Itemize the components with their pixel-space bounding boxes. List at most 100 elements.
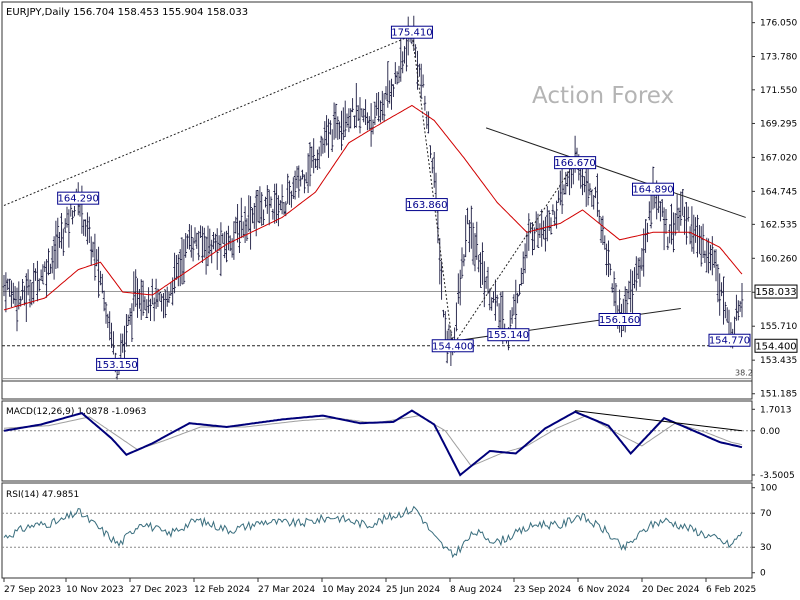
y-tick-label: 171.550 (760, 86, 797, 96)
ohlc-bar (212, 232, 215, 250)
ohlc-bar (566, 171, 569, 187)
ohlc-bar (99, 270, 102, 286)
right-price-box (754, 338, 798, 353)
main-panel-frame (1, 1, 753, 400)
ohlc-bar (394, 62, 397, 84)
ohlc-bar (91, 241, 95, 258)
ohlc-bar (360, 108, 364, 118)
ohlc-bar (518, 284, 521, 296)
ohlc-bar (666, 236, 670, 250)
ohlc-bar (397, 65, 401, 83)
ohlc-bar (477, 254, 480, 273)
ohlc-bar (462, 254, 466, 267)
ohlc-bar (464, 215, 467, 258)
ohlc-bar (297, 165, 301, 198)
price-tag-label: 154.400 (432, 341, 473, 352)
ohlc-bar (362, 108, 365, 123)
trendline (411, 32, 454, 346)
ohlc-bar (332, 102, 336, 140)
ohlc-bar (640, 248, 644, 271)
ohlc-bar (271, 208, 275, 220)
y-tick-label: 167.020 (760, 153, 797, 163)
ohlc-bar (661, 199, 664, 217)
ohlc-bar (50, 246, 54, 274)
ohlc-bar (551, 204, 555, 215)
ohlc-bar (379, 100, 382, 123)
ohlc-bar (37, 278, 41, 292)
ohlc-bar (266, 185, 269, 214)
ohlc-bar (343, 100, 347, 138)
ohlc-bar (605, 243, 608, 276)
ohlc-bar (614, 283, 618, 316)
ohlc-bar (670, 203, 673, 245)
x-tick-label: 10 Nov 2023 (66, 585, 124, 595)
ohlc-bar (681, 189, 684, 216)
ohlc-bar (2, 275, 6, 297)
price-tag-box (57, 191, 100, 205)
x-tick-label: 27 Sep 2023 (4, 585, 61, 595)
ohlc-bar (147, 287, 150, 314)
y-tick-label: 155.710 (760, 322, 797, 332)
ohlc-bar (421, 74, 425, 88)
x-tick-label: 20 Dec 2024 (642, 585, 700, 595)
macd-main-line (3, 409, 743, 477)
y-tick-label: 153.435 (760, 356, 797, 366)
macd-title: MACD(12,26,9) 1.0878 -1.0963 (6, 407, 146, 417)
right-price-box-support: 154.400 (754, 338, 798, 353)
ohlc-bar (488, 288, 492, 311)
ohlc-bar (217, 235, 221, 252)
ohlc-bar (429, 145, 432, 159)
trendline (485, 127, 746, 218)
ohlc-bar (457, 273, 460, 304)
ohlc-bar (401, 51, 404, 74)
ohlc-bar (171, 277, 174, 306)
ohlc-bar (264, 196, 267, 208)
ohlc-bar (659, 201, 662, 222)
ohlc-bar (425, 111, 429, 129)
rsi-y-axis: 100 70 30 0 (752, 484, 777, 579)
ohlc-bar (395, 71, 399, 85)
price-annotations: 175.410 164.290 163.860 166.670 164.890 153.1… (57, 25, 751, 371)
ohlc-bar (724, 301, 727, 319)
y-tick-label: 173.780 (760, 53, 797, 63)
ohlc-bar (314, 158, 317, 168)
ohlc-bar (67, 209, 71, 248)
ohlc-bar (722, 276, 725, 325)
ohlc-bar (41, 264, 45, 285)
ohlc-bar (214, 233, 217, 252)
ohlc-bar (204, 236, 208, 275)
ohlc-bar (251, 207, 254, 224)
ohlc-bar (10, 280, 13, 308)
macd-panel-frame (1, 400, 753, 482)
ohlc-bar (423, 95, 427, 111)
ohlc-bar (62, 228, 65, 256)
ohlc-bar (293, 170, 297, 200)
ohlc-bar (23, 285, 26, 306)
ohlc-bar (162, 293, 165, 319)
price-tag-box (405, 198, 448, 212)
price-tag-label: 156.160 (599, 315, 640, 326)
ohlc-bar (384, 86, 388, 100)
rsi-lines (2, 505, 752, 559)
horizontal-levels: 38.2 (2, 291, 753, 380)
macd-lines (2, 409, 752, 477)
ohlc-bar (141, 280, 145, 316)
ohlc-bar (377, 92, 380, 122)
right-price-labels: 158.033 154.400 (754, 284, 798, 353)
ohlc-bar (547, 210, 551, 231)
symbol-title: EURJPY,Daily 156.704 158.453 155.904 158… (6, 7, 248, 18)
ohlc-bar (490, 297, 493, 311)
ohlc-bar (73, 206, 76, 217)
ohlc-bar (191, 237, 195, 262)
ohlc-bar (236, 204, 239, 243)
ohlc-bar (136, 278, 139, 318)
price-tag: 154.770 (708, 333, 751, 347)
right-price-label: 154.400 (755, 341, 796, 352)
ohlc-bar (195, 232, 199, 249)
ohlc-bar (193, 227, 197, 244)
ohlc-bar (340, 110, 343, 151)
ohlc-bar (607, 240, 610, 277)
price-tag-box (631, 182, 674, 196)
ohlc-bar (169, 282, 173, 296)
